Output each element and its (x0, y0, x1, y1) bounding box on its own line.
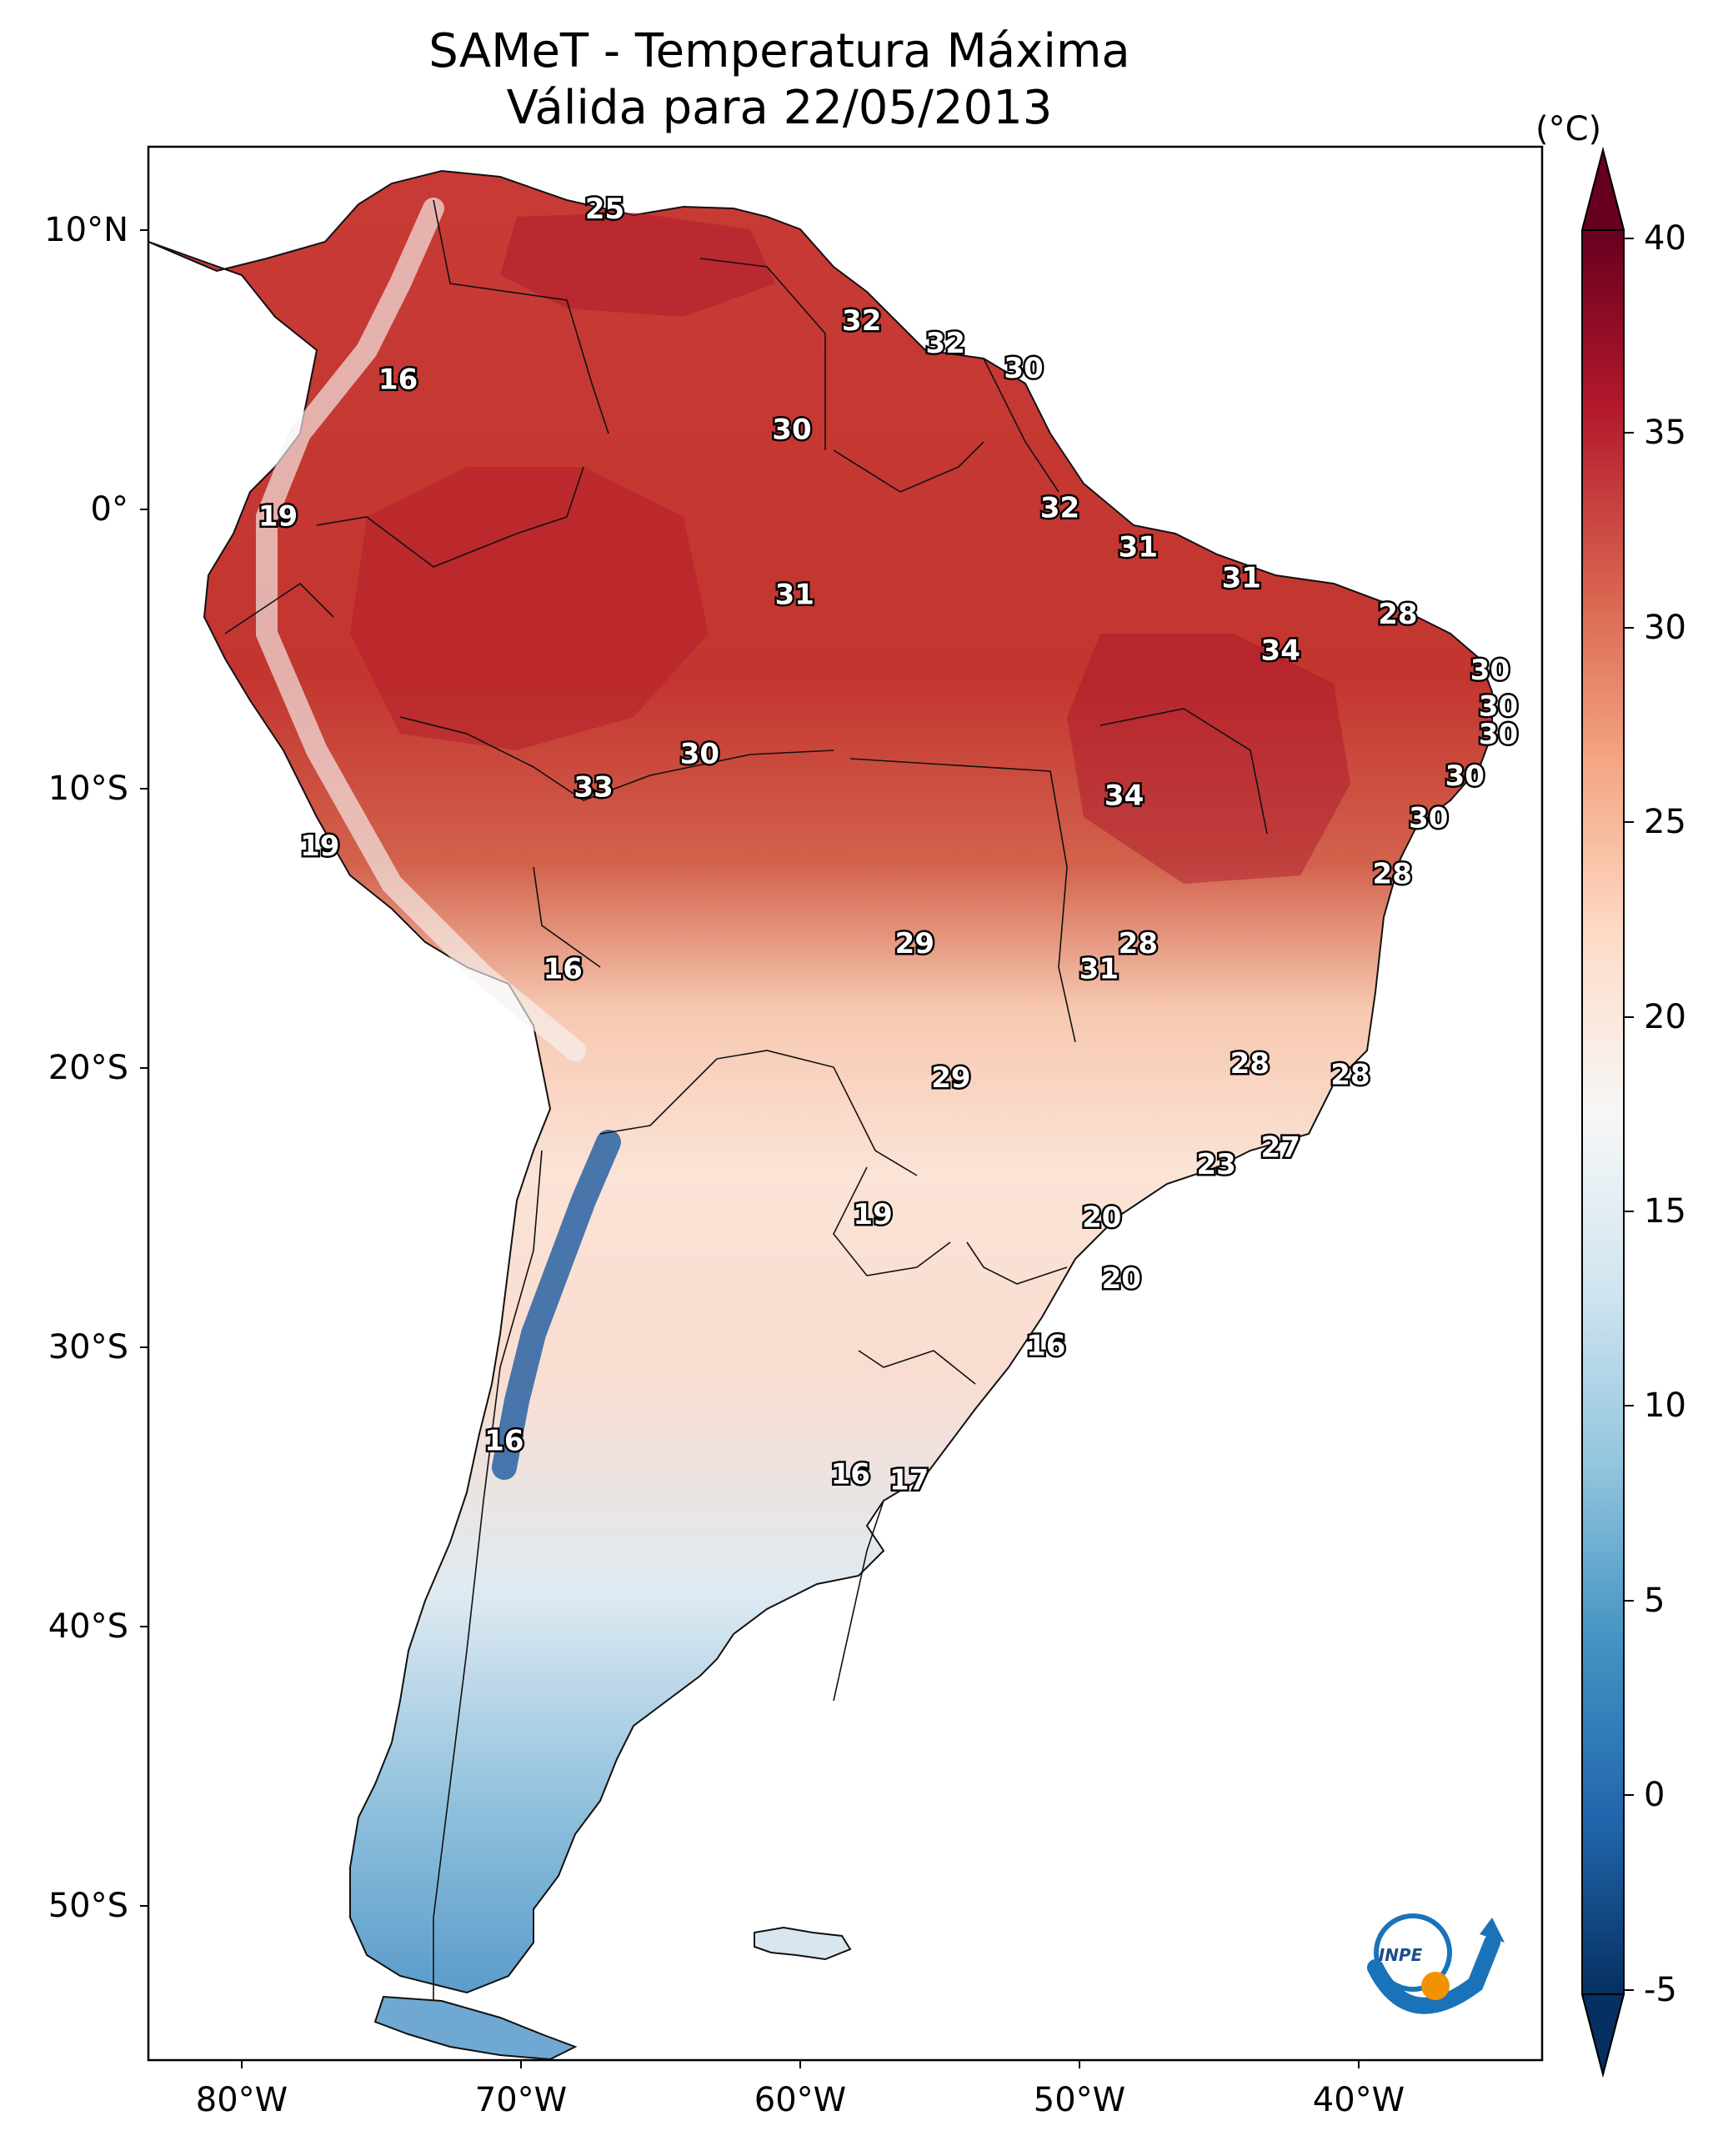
temperature-label: 33 (573, 771, 613, 805)
temperature-label: 31 (1222, 561, 1261, 594)
colorbar-tick-40: 40 (1644, 219, 1686, 258)
lat-label-10n: 10°N (44, 211, 128, 249)
temperature-label: 27 (1261, 1131, 1300, 1165)
andes-cold-streak (492, 1130, 621, 1480)
temperature-label: 29 (895, 927, 934, 960)
lon-label-40w: 40°W (1312, 2081, 1405, 2119)
temperature-label: 31 (1079, 952, 1119, 985)
colorbar-gradient (1582, 230, 1624, 1994)
continent-layer (148, 169, 1493, 2060)
inpe-logo: INPE (1367, 1913, 1505, 2014)
temperature-label: 28 (1373, 857, 1412, 890)
temperature-label: 17 (889, 1463, 929, 1497)
temperature-label: 32 (926, 327, 965, 360)
lat-label-20s: 20°S (48, 1049, 128, 1087)
inpe-logo-dot (1421, 1972, 1450, 2000)
colorbar-tick-marks (1624, 238, 1634, 1991)
temperature-label: 29 (931, 1061, 970, 1095)
lat-label-10s: 10°S (48, 770, 128, 808)
temperature-label: 16 (378, 363, 418, 396)
andes-north-streak (256, 198, 586, 1061)
falkland-islands-land (754, 1926, 852, 1961)
temperature-label: 20 (1082, 1201, 1121, 1234)
plot-frame (147, 145, 1544, 2062)
temperature-label: 16 (543, 952, 583, 985)
colorbar-extend-max (1580, 147, 1625, 231)
temperature-label: 28 (1230, 1047, 1270, 1081)
colorbar-tick-20: 20 (1644, 998, 1686, 1036)
inpe-logo-swoosh (1367, 1934, 1500, 2014)
temperature-label: 28 (1330, 1059, 1370, 1092)
colorbar-tick-minus5: -5 (1644, 1971, 1677, 2009)
colorbar-tick-35: 35 (1644, 414, 1686, 452)
colorbar-extend-min (1580, 1993, 1625, 2078)
colorbar-tick-30: 30 (1644, 609, 1686, 647)
colorbar-unit-label: (°C) (1535, 110, 1602, 148)
colorbar-tick-25: 25 (1644, 803, 1686, 841)
inpe-logo-text: INPE (1379, 1945, 1423, 1965)
hot-core-north (500, 213, 775, 317)
lat-label-50s: 50°S (48, 1887, 128, 1925)
inpe-logo-arrow (1480, 1918, 1505, 1943)
temperature-label: 32 (1040, 492, 1079, 525)
colorbar-tick-10: 10 (1644, 1386, 1686, 1425)
colorbar (1580, 147, 1634, 2078)
hot-core-northeast (1067, 634, 1350, 884)
temperature-label: 30 (1479, 718, 1518, 751)
lon-label-50w: 50°W (1033, 2081, 1126, 2119)
temperature-label: 19 (300, 830, 339, 863)
temperature-label: 19 (853, 1198, 892, 1231)
colorbar-tick-5: 5 (1644, 1582, 1665, 1620)
figure-title-line2: Válida para 22/05/2013 (506, 81, 1053, 135)
temperature-label: 32 (842, 304, 881, 338)
lon-label-60w: 60°W (754, 2081, 847, 2119)
colorbar-tick-15: 15 (1644, 1192, 1686, 1231)
lat-label-0: 0° (90, 490, 128, 529)
lon-tick-marks (241, 2060, 1360, 2068)
temperature-label: 28 (1378, 598, 1417, 631)
temperature-label: 31 (1119, 530, 1158, 564)
lat-tick-marks (140, 229, 148, 1907)
temperature-label: 20 (1102, 1262, 1141, 1296)
lon-label-70w: 70°W (474, 2081, 568, 2119)
temperature-label: 30 (772, 414, 811, 447)
temperature-label: 30 (1409, 801, 1448, 835)
temperature-label: 16 (831, 1458, 870, 1492)
country-borders (224, 199, 1268, 2001)
figure-title-line1: SAMeT - Temperatura Máxima (428, 24, 1130, 78)
colorbar-outline (1581, 147, 1625, 2078)
temperature-label: 30 (1479, 689, 1518, 723)
temperature-label: 16 (484, 1424, 523, 1457)
temperature-label: 16 (1026, 1330, 1065, 1363)
hot-core-amazon (350, 467, 709, 750)
temperature-label: 23 (1196, 1148, 1235, 1181)
temperature-label: 30 (680, 737, 719, 770)
temperature-label: 25 (585, 193, 624, 226)
temperature-label: 34 (1261, 634, 1300, 667)
temperature-label: 30 (1445, 760, 1485, 793)
lon-label-80w: 80°W (195, 2081, 288, 2119)
temperature-label: 28 (1119, 927, 1158, 960)
temperature-label: 31 (775, 578, 814, 611)
temperature-label: 30 (1004, 352, 1043, 385)
inpe-logo-ring (1374, 1913, 1452, 1992)
temperature-label: 30 (1470, 654, 1510, 687)
lat-label-40s: 40°S (48, 1607, 128, 1646)
temperature-label: 19 (258, 500, 298, 534)
colorbar-tick-0: 0 (1644, 1776, 1665, 1814)
temperature-label: 34 (1104, 780, 1144, 813)
lat-label-30s: 30°S (48, 1328, 128, 1366)
